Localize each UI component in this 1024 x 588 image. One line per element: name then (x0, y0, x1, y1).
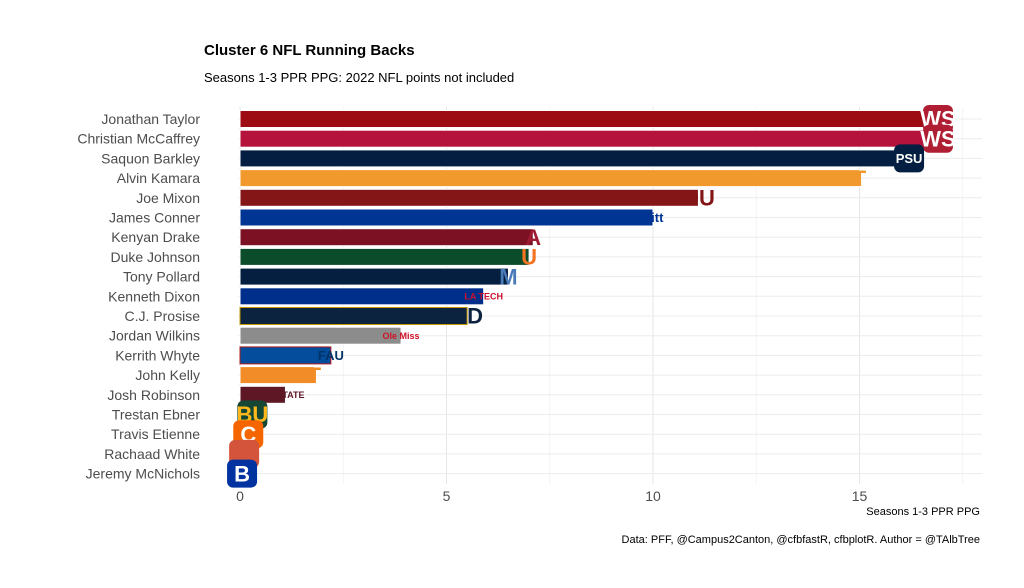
team-logo-icon: U (521, 245, 537, 270)
y-tick-label: Travis Etienne (111, 426, 200, 442)
y-tick-label: Jonathan Taylor (101, 111, 200, 127)
y-tick-label: Trestan Ebner (112, 407, 201, 423)
chart-subtitle: Seasons 1-3 PPR PPG: 2022 NFL points not… (204, 70, 514, 85)
y-tick-label: Duke Johnson (110, 249, 200, 265)
y-tick-label: Tony Pollard (123, 269, 200, 285)
logo-text: Ole Miss (383, 331, 420, 341)
bar-christian-mccaffrey (239, 129, 939, 148)
y-tick-label: John Kelly (135, 367, 200, 383)
y-axis-labels: Jonathan Taylor Christian McCaffrey Saquon… (77, 111, 200, 482)
logo-background (227, 459, 258, 488)
logo-text: M (499, 264, 517, 289)
chart-title: Cluster 6 NFL Running Backs (204, 42, 415, 59)
y-tick-label: Jordan Wilkins (109, 328, 200, 344)
x-tick-label: 15 (852, 488, 868, 504)
bar-alvin-kamara (239, 169, 860, 188)
bar-james-conner (239, 208, 654, 227)
logo-text: T (308, 363, 322, 388)
logo-text: Pitt (643, 210, 665, 225)
team-logo-icon: T (853, 166, 867, 191)
y-tick-label: Kerrith Whyte (115, 347, 200, 363)
logo-text: ND (451, 304, 483, 329)
y-tick-label: Christian McCaffrey (77, 131, 200, 147)
team-logo-icon: A (525, 225, 541, 250)
team-logo-icon: LA TECH (464, 291, 503, 301)
x-tick-label: 10 (645, 488, 661, 504)
logo-text: PSU (896, 151, 923, 166)
logo-text: OU (682, 186, 715, 211)
team-logo-icon: M (499, 264, 517, 289)
team-logo-icon: M STATE (266, 390, 304, 400)
team-logo-icon: Ole Miss (383, 331, 420, 341)
y-tick-label: Alvin Kamara (117, 170, 200, 186)
y-tick-label: Josh Robinson (107, 387, 200, 403)
bar-c-j-prosise (239, 307, 468, 325)
logo-background (922, 124, 953, 153)
team-logo-icon: ND (451, 304, 483, 329)
x-axis-ticks: 0 5 10 15 (236, 488, 867, 504)
bar-jordan-wilkins (239, 326, 402, 345)
team-logo-icon: WS (920, 124, 956, 153)
team-logo-icon: PSU (894, 144, 925, 173)
bar-kerrith-whyte (239, 346, 332, 365)
bar-john-kelly (239, 366, 315, 385)
y-tick-label: Rachaad White (104, 446, 200, 462)
bar-jonathan-taylor (239, 110, 939, 128)
y-tick-label: Kenyan Drake (111, 229, 200, 245)
y-tick-label: Joe Mixon (136, 190, 200, 206)
logo-text: FAU (318, 348, 344, 363)
bar-joe-mixon (239, 188, 699, 207)
chart-caption: Data: PFF, @Campus2Canton, @cfbfastR, cf… (622, 534, 980, 546)
logo-text: LA TECH (464, 291, 503, 301)
logo-text: U (521, 245, 537, 270)
y-tick-label: Jeremy McNichols (86, 466, 200, 482)
logo-text: WS (920, 126, 955, 151)
logo-text: T (853, 166, 867, 191)
team-logo-icon: Pitt (643, 210, 665, 225)
logo-text: A (525, 225, 541, 250)
logo-background (894, 144, 925, 173)
y-tick-label: Kenneth Dixon (108, 288, 200, 304)
team-logo-icon: OU (682, 186, 715, 211)
team-logo-icon: B (227, 459, 258, 488)
bar-saquon-barkley (239, 149, 910, 168)
bars (239, 110, 939, 483)
bar-duke-johnson (239, 247, 530, 266)
logo-text: B (234, 461, 250, 486)
bar-kenneth-dixon (239, 287, 485, 306)
team-logo-icon: T (308, 363, 322, 388)
y-tick-label: James Conner (109, 210, 200, 226)
team-logo-icon: FAU (318, 348, 344, 363)
bar-kenyan-drake (239, 228, 534, 247)
x-axis-title: Seasons 1-3 PPR PPG (866, 506, 980, 518)
x-tick-label: 5 (443, 488, 451, 504)
bar-tony-pollard (239, 267, 509, 286)
y-tick-label: C.J. Prosise (125, 308, 201, 324)
logo-text: M STATE (266, 390, 304, 400)
x-tick-label: 0 (236, 488, 244, 504)
y-tick-label: Saquon Barkley (101, 150, 200, 166)
